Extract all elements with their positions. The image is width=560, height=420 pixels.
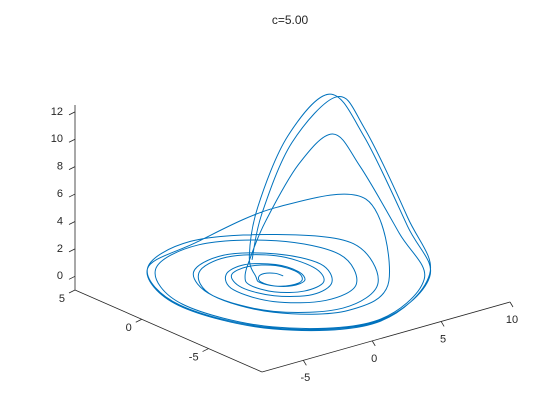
z-tick-label: 0 <box>57 270 63 282</box>
z-tick-label: 2 <box>57 243 63 255</box>
z-tick <box>68 248 76 253</box>
z-tick-label: 12 <box>51 106 63 118</box>
x-tick-label: -5 <box>300 372 310 384</box>
z-tick <box>68 221 76 225</box>
trajectory <box>146 93 432 332</box>
z-tick-label: 10 <box>51 133 63 145</box>
x-tick-label: 5 <box>440 333 446 345</box>
chart-title: c=5.00 <box>272 13 309 27</box>
x-tick-label: 10 <box>506 314 518 326</box>
y-tick <box>202 348 209 352</box>
z-tick <box>68 166 76 171</box>
z-tick <box>68 193 76 198</box>
z-tick-label: 8 <box>57 161 63 173</box>
x-tick <box>440 321 445 327</box>
z-tick-label: 4 <box>57 215 63 227</box>
z-tick <box>68 275 76 280</box>
x-tick-label: 0 <box>371 353 377 365</box>
y-tick-label: 0 <box>126 322 132 334</box>
x-tick <box>302 360 307 366</box>
z-tick-label: 6 <box>57 188 63 200</box>
x-tick <box>509 301 514 308</box>
y-tick <box>68 289 76 294</box>
y-axis <box>74 289 263 373</box>
z-tick <box>68 138 76 143</box>
z-tick <box>68 111 76 116</box>
y-tick-label: 5 <box>59 293 65 305</box>
x-tick <box>371 340 376 347</box>
y-tick-label: -5 <box>189 351 199 363</box>
y-tick <box>135 318 142 323</box>
